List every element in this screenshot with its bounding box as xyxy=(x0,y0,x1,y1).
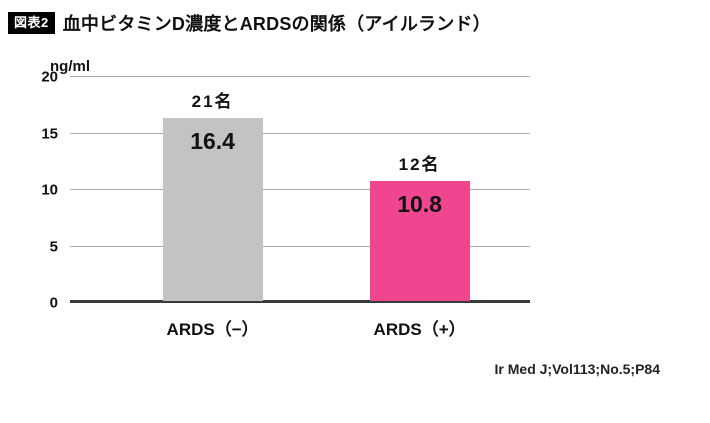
plot-wrap: 0 5 10 15 20 16.4 21名 10.8 12名 xyxy=(0,69,710,312)
gridline xyxy=(70,245,530,247)
bar-ards-positive: 10.8 xyxy=(369,180,470,301)
y-tick-label: 5 xyxy=(49,238,58,255)
y-tick-label: 10 xyxy=(41,181,58,199)
y-tick-label: 15 xyxy=(41,125,58,142)
figure-badge: 図表2 xyxy=(8,12,55,34)
bar-chart: ng/ml 0 5 10 15 20 16.4 21名 10.8 12名 ARDS（−） ARD… xyxy=(0,58,710,339)
plot-area: 16.4 21名 10.8 12名 xyxy=(70,76,530,303)
bar-count-label: 21名 xyxy=(191,91,234,111)
x-axis-label: ARDS（−） xyxy=(166,320,259,339)
bar-value-label: 10.8 xyxy=(397,190,442,217)
bar-ards-negative: 16.4 xyxy=(162,117,263,301)
x-axis-label: ARDS（+） xyxy=(373,320,466,339)
y-tick-label: 0 xyxy=(49,294,58,312)
source-citation: Ir Med J;Vol113;No.5;P84 xyxy=(494,361,660,377)
bar-count-label: 12名 xyxy=(398,154,441,174)
gridline xyxy=(70,132,530,134)
y-axis-unit-label: ng/ml xyxy=(50,58,90,75)
x-axis-baseline xyxy=(70,300,530,303)
chart-header: 図表2 血中ビタミンD濃度とARDSの関係（アイルランド） xyxy=(0,0,710,36)
y-axis-ticks: 0 5 10 15 20 xyxy=(0,69,58,312)
y-tick-label: 20 xyxy=(41,68,58,86)
gridline xyxy=(70,189,530,190)
gridline xyxy=(70,76,530,77)
chart-title: 血中ビタミンD濃度とARDSの関係（アイルランド） xyxy=(62,14,491,34)
bar-value-label: 16.4 xyxy=(190,127,235,154)
x-axis-labels: ARDS（−） ARDS（+） xyxy=(70,303,530,339)
